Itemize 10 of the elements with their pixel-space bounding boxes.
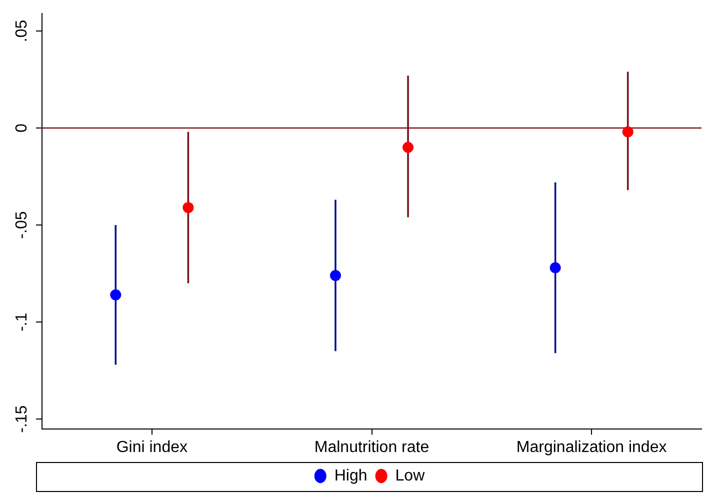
x-tick-label: Gini index <box>116 438 188 456</box>
x-tick-label: Malnutrition rate <box>314 438 430 456</box>
y-tick-label: -.05 <box>13 211 30 239</box>
y-tick-label: .05 <box>13 20 30 42</box>
y-tick-label: 0 <box>13 123 30 132</box>
legend-label: Low <box>395 467 426 484</box>
legend-label: High <box>334 467 368 484</box>
x-tick-label: Marginalization index <box>516 438 667 456</box>
y-tick-label: -.15 <box>13 405 30 433</box>
y-tick-label: -.1 <box>13 312 30 332</box>
